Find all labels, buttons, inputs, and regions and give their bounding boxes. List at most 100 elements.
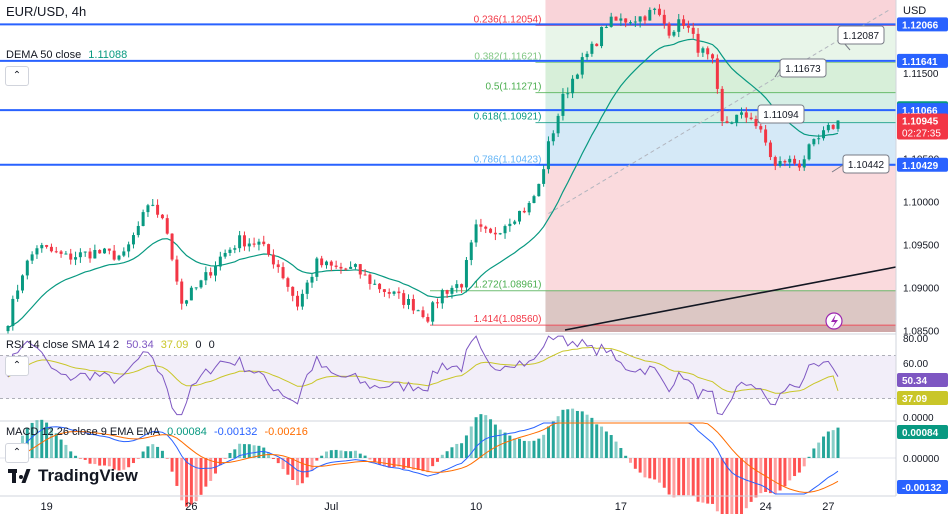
rsi-label: RSI 14 close SMA 14 2 (6, 339, 120, 351)
candle-body (469, 242, 473, 261)
macd-bar (508, 435, 512, 458)
candle-body (445, 290, 449, 294)
candle-body (112, 250, 116, 260)
macd-bar (83, 458, 87, 460)
macd-bar (455, 443, 459, 458)
candles (6, 4, 840, 335)
rsi-sma-line (7, 346, 839, 394)
candle-body (88, 251, 92, 259)
macd-bar (242, 444, 246, 458)
candle-body (455, 284, 459, 288)
fib-label-4: 0.786(1.10423) (474, 154, 542, 165)
macd-bar (247, 444, 251, 458)
macd-bar (440, 454, 444, 458)
macd-bar (445, 451, 449, 458)
macd-bar (657, 458, 661, 483)
macd-bar (600, 426, 604, 458)
candle-body (566, 93, 570, 95)
candle-body (310, 276, 314, 283)
macd-bar (281, 458, 285, 470)
macd-legend[interactable]: MACD 12 26 close 9 EMA EMA 0.00084 -0.00… (6, 426, 312, 438)
candle-body (749, 117, 753, 119)
candle-body (739, 112, 743, 115)
candle-body (720, 88, 724, 122)
candle-body (633, 21, 637, 23)
macd-bar (450, 447, 454, 458)
fib-label-0: 0.236(1.12054) (474, 14, 542, 25)
fib-label-1: 0.382(1.11621) (474, 52, 541, 63)
candle-body (604, 26, 608, 28)
macd-bar (575, 410, 579, 458)
collapse-legend-button[interactable]: ⌃ (5, 66, 29, 86)
candle-body (194, 287, 198, 289)
candle-body (575, 74, 579, 79)
macd-label: MACD 12 26 close 9 EMA EMA (6, 426, 161, 438)
candle-body (551, 133, 555, 142)
macd-bar (629, 458, 632, 463)
macd-bar (783, 458, 787, 487)
collapse-macd-button[interactable]: ⌃ (5, 443, 29, 463)
fib-label-2: 0.5(1.11271) (485, 82, 541, 93)
candle-body (793, 158, 797, 164)
callout-box-0 (837, 25, 885, 45)
candle-body (440, 290, 444, 304)
candle-body (768, 142, 772, 158)
macd-bar (725, 458, 729, 514)
price-tag-label-5: 1.10429 (902, 161, 939, 172)
macd-bar (764, 458, 768, 492)
callout-box-2 (757, 104, 805, 124)
candle-body (6, 325, 10, 332)
macd-bar (411, 458, 415, 470)
candle-body (353, 264, 357, 267)
macd-histogram (6, 408, 840, 514)
macd-bar (585, 414, 589, 458)
macd-bar (431, 458, 435, 467)
macd-bar (435, 458, 439, 462)
candle-body (228, 249, 232, 253)
macd-bar (513, 438, 517, 458)
macd-bar (59, 439, 63, 458)
macd-bar (320, 455, 324, 458)
collapse-rsi-button[interactable]: ⌃ (5, 356, 29, 376)
candle-body (291, 286, 295, 296)
candle-body (339, 266, 343, 269)
macd-bar (49, 427, 53, 458)
candle-body (730, 122, 734, 124)
macd-bar (204, 458, 208, 487)
candle-body (783, 161, 787, 163)
callout-label-1: 1.11673 (785, 64, 821, 75)
callout-box-3 (842, 154, 890, 174)
candle-body (93, 250, 97, 259)
candle-body (807, 144, 811, 160)
candle-body (653, 8, 657, 10)
price-tag-0 (897, 17, 948, 32)
macd-bar (78, 458, 82, 459)
candle-body (11, 298, 15, 326)
candle-body (600, 26, 604, 47)
macd-bar (344, 451, 348, 458)
candle-body (831, 124, 835, 129)
dema-legend[interactable]: DEMA 50 close 1.11088 (6, 49, 131, 61)
candle-body (334, 265, 338, 267)
macd-bar (131, 458, 135, 464)
macd-bar (382, 458, 386, 467)
macd-bar (672, 458, 676, 498)
candle-body (725, 121, 729, 124)
symbol-title[interactable]: EUR/USD, 4h (6, 4, 87, 19)
candle-body (435, 302, 439, 304)
candle-body (286, 278, 290, 287)
rsi-sma-value: 37.09 (160, 339, 189, 351)
macd-bar (720, 458, 724, 514)
candle-body (788, 158, 792, 163)
macd-bar (64, 444, 68, 458)
macd-bar (238, 443, 242, 458)
macd-bar (759, 458, 763, 494)
candle-body (508, 223, 512, 227)
candle-body (103, 248, 107, 254)
time-tick-5: 24 (759, 501, 771, 513)
macd-bar (141, 451, 145, 458)
candle-body (715, 58, 719, 89)
rsi-legend[interactable]: RSI 14 close SMA 14 2 50.34 37.09 0 0 (6, 339, 219, 351)
macd-bar (682, 458, 686, 496)
